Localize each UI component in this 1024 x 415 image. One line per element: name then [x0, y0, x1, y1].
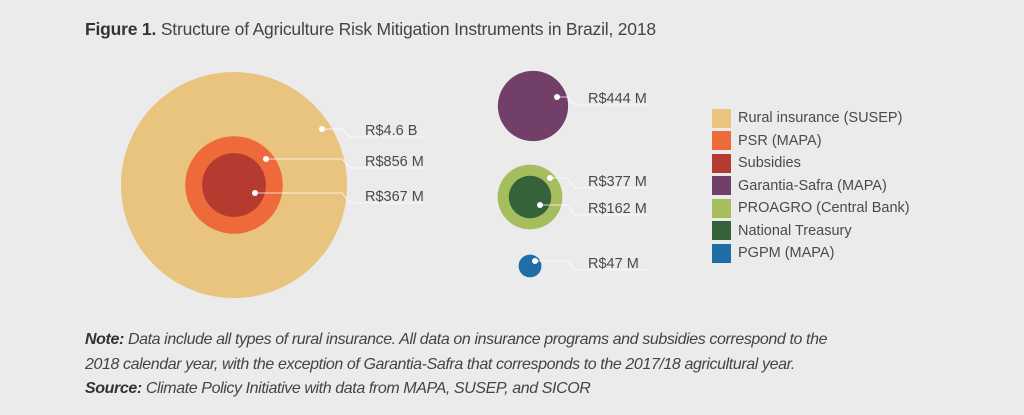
bubble-pgpm-mapa- — [518, 254, 542, 278]
figure-number: Figure 1. — [85, 19, 157, 39]
leader-line — [535, 260, 648, 271]
note-label: Note: — [85, 331, 124, 348]
legend-label: National Treasury — [738, 222, 852, 239]
legend-item: PGPM (MAPA) — [712, 242, 910, 265]
legend-item: Garantia-Safra (MAPA) — [712, 175, 910, 198]
legend-item: National Treasury — [712, 220, 910, 243]
legend-item: Rural insurance (SUSEP) — [712, 107, 910, 130]
leader-line — [322, 128, 425, 138]
source-text: Climate Policy Initiative with data from… — [145, 380, 591, 397]
source-label: Source: — [85, 380, 142, 397]
marker-dot — [554, 94, 560, 100]
legend-label: Subsidies — [738, 155, 801, 172]
marker-dot — [263, 156, 269, 162]
leader-line — [550, 177, 648, 189]
note-line: Note: Data include all types of rural in… — [85, 328, 828, 353]
legend-swatch — [712, 108, 731, 128]
marker-dot — [532, 258, 538, 264]
marker-dot — [252, 190, 258, 196]
legend-swatch — [712, 198, 731, 218]
legend-swatch — [712, 243, 731, 263]
value-label: R$377 M — [588, 174, 647, 190]
legend-swatch — [712, 221, 731, 241]
value-label: R$4.6 B — [365, 123, 417, 139]
note-text: Data include all types of rural insuranc… — [127, 331, 828, 348]
leader-line — [255, 192, 425, 204]
value-label: R$444 M — [588, 91, 647, 107]
source-line: Source: Climate Policy Initiative with d… — [85, 377, 827, 402]
bubble-national-treasury — [508, 175, 552, 219]
figure-title: Figure 1. Structure of Agriculture Risk … — [85, 19, 656, 40]
value-label: R$367 M — [365, 189, 424, 205]
bubble-garantia-safra-mapa- — [497, 70, 569, 142]
legend: Rural insurance (SUSEP) PSR (MAPA) Subsi… — [712, 107, 910, 265]
leader-line — [266, 158, 425, 169]
value-label: R$856 M — [365, 154, 424, 170]
value-label: R$47 M — [588, 256, 639, 272]
note-line: 2018 calendar year, with the exception o… — [85, 355, 795, 373]
legend-label: PGPM (MAPA) — [738, 245, 835, 262]
bubble-subsidies — [202, 153, 266, 217]
leader-line — [540, 204, 648, 216]
legend-label: Garantia-Safra (MAPA) — [738, 177, 887, 194]
legend-label: PROAGRO (Central Bank) — [738, 200, 910, 217]
leader-line — [557, 96, 648, 106]
marker-dot — [547, 175, 553, 181]
legend-item: Subsidies — [712, 152, 910, 175]
figure-title-text: Structure of Agriculture Risk Mitigation… — [160, 19, 656, 39]
legend-item: PSR (MAPA) — [712, 130, 910, 153]
legend-label: Rural insurance (SUSEP) — [738, 110, 903, 127]
legend-label: PSR (MAPA) — [738, 132, 822, 149]
figure-notes: Note: Data include all types of rural in… — [85, 328, 828, 402]
legend-swatch — [712, 176, 731, 196]
value-label: R$162 M — [588, 201, 647, 217]
marker-dot — [319, 126, 325, 132]
legend-item: PROAGRO (Central Bank) — [712, 197, 910, 220]
legend-swatch — [712, 131, 731, 151]
marker-dot — [537, 202, 543, 208]
legend-swatch — [712, 153, 731, 173]
